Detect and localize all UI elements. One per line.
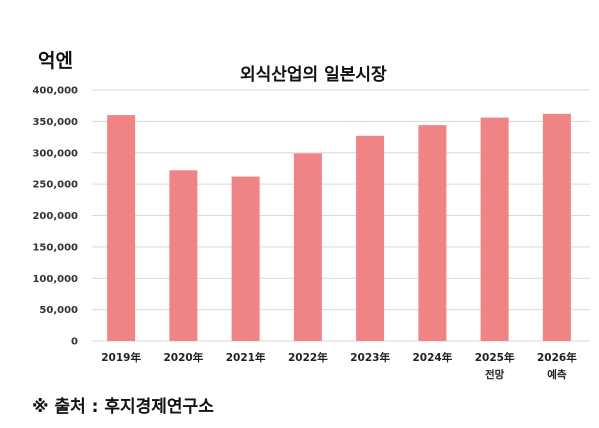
x-tick-note: 전망 (485, 368, 505, 381)
y-tick-label: 350,000 (32, 117, 78, 128)
y-tick-label: 50,000 (39, 305, 78, 316)
x-tick-note: 예측 (547, 368, 567, 381)
grid-lines (92, 89, 590, 342)
source-note: ※ 출처 : 후지경제연구소 (32, 397, 214, 417)
x-tick-label: 2026年 (537, 351, 577, 364)
bar (356, 135, 385, 341)
x-tick-label: 2023年 (350, 351, 390, 364)
bar (542, 113, 571, 341)
bars (107, 113, 571, 341)
chart-title: 외식산업의 일본시장 (240, 65, 387, 85)
x-tick-label: 2024年 (413, 351, 453, 364)
x-tick-label: 2021年 (226, 351, 266, 364)
x-tick-label: 2022年 (288, 351, 328, 364)
y-tick-label: 150,000 (32, 242, 78, 253)
bar (293, 153, 322, 341)
bar (169, 170, 198, 341)
y-tick-label: 300,000 (32, 148, 78, 159)
bar (231, 176, 260, 341)
bar (418, 125, 447, 341)
x-tick-label: 2020年 (164, 351, 204, 364)
y-tick-label: 400,000 (32, 86, 78, 97)
bar (480, 117, 509, 341)
y-tick-label: 0 (71, 337, 78, 348)
y-tick-label: 250,000 (32, 180, 78, 191)
x-tick-label: 2025年 (475, 351, 515, 364)
y-tick-label: 200,000 (32, 211, 78, 222)
y-axis-ticks: 0 50,000 100,000 150,000 200,000 250,000 300,0… (32, 86, 78, 348)
y-axis-unit-label: 억엔 (38, 50, 73, 72)
y-tick-label: 100,000 (32, 274, 78, 285)
x-tick-label: 2019年 (101, 351, 141, 364)
x-axis-ticks: 2019年 2020年 2021年 2022年 2023年 2024年 2025年 전망 202… (101, 351, 577, 381)
bar (107, 115, 136, 341)
